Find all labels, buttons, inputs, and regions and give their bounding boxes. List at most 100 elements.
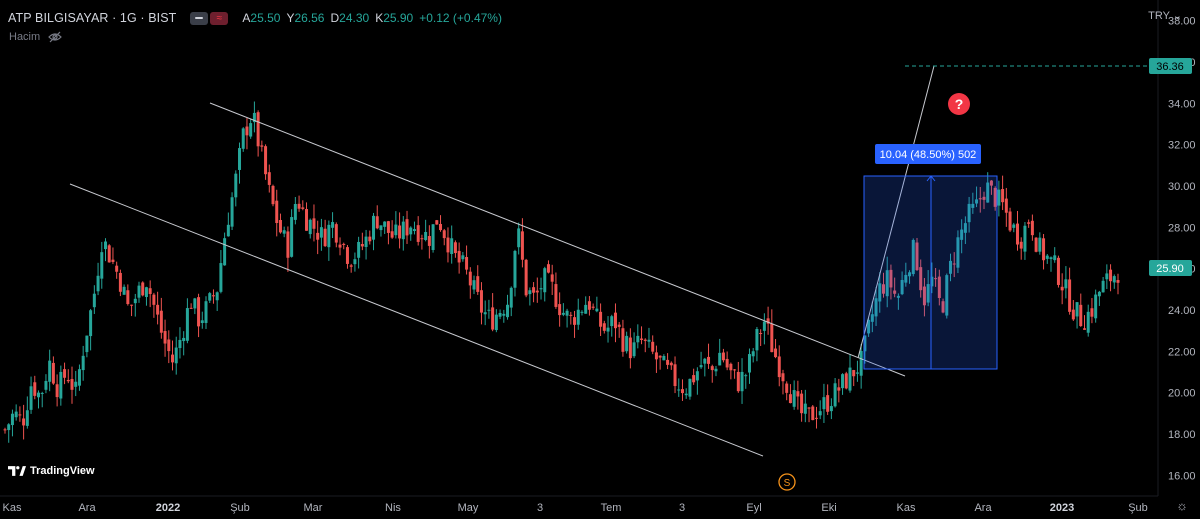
candle-body	[409, 227, 413, 235]
question-alert-icon[interactable]: ?	[948, 93, 970, 115]
candle-body	[446, 237, 450, 253]
candle-body	[781, 373, 785, 382]
candle-body	[721, 352, 725, 361]
candle-body	[1071, 309, 1075, 320]
candle-body	[926, 284, 930, 303]
candle-body	[264, 146, 268, 175]
candle-body	[48, 360, 52, 382]
candle-body	[908, 272, 912, 277]
candle-body	[37, 392, 41, 398]
target-price-label: 36.36	[1149, 58, 1192, 74]
candle-body	[66, 379, 70, 382]
currency-selector[interactable]: TRY ⌄	[1148, 9, 1182, 22]
candle-body	[699, 365, 703, 368]
candle-body	[122, 286, 126, 295]
candle-body	[77, 369, 81, 386]
candle-body	[342, 243, 346, 245]
candle-body	[51, 362, 55, 384]
candle-body	[573, 317, 577, 325]
candle-body	[539, 288, 543, 290]
time-axis[interactable]: Kas Ara 2022 Şub Mar Nis May 3 Tem 3 Eyl Eki Kas Ara 2…	[0, 495, 1158, 514]
candle-body	[375, 216, 379, 229]
candle-body	[208, 293, 212, 301]
candle-body	[431, 224, 435, 250]
eye-hidden-icon[interactable]	[48, 31, 63, 43]
candle-body	[450, 238, 454, 255]
candle-body	[580, 311, 584, 313]
x-tick-label: Şub	[1128, 502, 1148, 514]
candle-body	[941, 301, 945, 313]
svg-text:25.90: 25.90	[1156, 263, 1184, 275]
open-value: 25.50	[250, 11, 281, 25]
symbol-title[interactable]: ATP BILGISAYAR · 1G · BIST	[8, 11, 177, 25]
candle-body	[948, 260, 952, 274]
candle-body	[863, 335, 867, 352]
candle-body	[1049, 257, 1053, 260]
candle-body	[893, 290, 897, 294]
candle-body	[435, 220, 439, 225]
candle-body	[18, 414, 22, 416]
candle-body	[85, 335, 89, 353]
candle-body	[993, 187, 997, 207]
candle-body	[1030, 220, 1034, 236]
toggle-visibility-icon[interactable]	[190, 11, 209, 25]
candle-body	[1045, 255, 1049, 259]
candle-body	[762, 321, 766, 331]
candle-body	[714, 368, 718, 372]
candle-body	[260, 145, 264, 147]
candle-body	[963, 223, 967, 233]
high-value: 26.56	[294, 11, 325, 25]
candle-body	[1116, 280, 1120, 283]
candle-body	[934, 278, 938, 280]
candle-body	[59, 371, 63, 399]
candle-body	[111, 259, 115, 262]
candle-body	[63, 369, 67, 378]
candle-body	[10, 413, 14, 426]
candle-body	[1105, 273, 1109, 280]
projection-line[interactable]	[857, 65, 935, 359]
candle-body	[316, 232, 320, 240]
price-range-measure[interactable]: 10.04 (48.50%) 502	[863, 144, 998, 370]
candle-body	[517, 228, 521, 248]
candle-body	[312, 218, 316, 229]
candle-body	[360, 244, 364, 247]
candle-body	[952, 263, 956, 265]
candle-body	[867, 319, 871, 334]
candle-body	[1042, 238, 1046, 261]
candle-body	[25, 410, 29, 426]
candle-body	[881, 284, 885, 294]
candle-body	[852, 370, 856, 377]
wave-icon[interactable]: ≈	[210, 11, 229, 25]
candle-body	[133, 298, 137, 304]
candle-body	[733, 369, 737, 371]
volume-indicator[interactable]: Hacim	[9, 31, 63, 43]
candle-body	[1112, 276, 1116, 283]
candle-body	[989, 180, 993, 186]
candle-body	[814, 417, 818, 419]
candle-body	[855, 372, 859, 374]
candle-body	[576, 309, 580, 325]
candle-body	[911, 239, 915, 275]
y-tick-label: 38.00	[1168, 16, 1196, 28]
candle-body	[666, 359, 670, 365]
candle-body	[707, 356, 711, 364]
settings-icon[interactable]: ☼	[1176, 498, 1188, 513]
price-axis[interactable]: 16.0018.0020.0022.0024.0026.0028.0030.00…	[1157, 0, 1196, 496]
candle-body	[1101, 280, 1105, 293]
candle-body	[688, 378, 692, 397]
candle-body	[1038, 237, 1042, 252]
candle-body	[975, 199, 979, 204]
x-tick-label: 3	[537, 502, 543, 514]
y-tick-label: 20.00	[1168, 388, 1196, 400]
channel-upper-line[interactable]	[209, 102, 906, 377]
candle-body	[662, 355, 666, 361]
candle-body	[368, 236, 372, 242]
x-tick-label: 3	[679, 502, 685, 514]
candle-body	[14, 411, 18, 418]
chart-plot-area[interactable]: 10.04 (48.50%) 502 ? S	[0, 0, 1158, 496]
channel-lower-line[interactable]	[69, 183, 764, 457]
split-event-icon[interactable]: S	[778, 473, 796, 491]
candle-body	[126, 290, 130, 305]
candle-body	[956, 237, 960, 268]
